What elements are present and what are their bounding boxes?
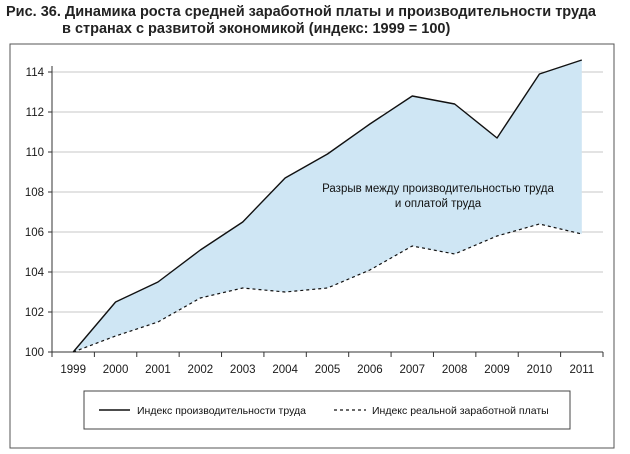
figure-title-line1: Рис. 36. Динамика роста средней заработн… xyxy=(6,4,596,20)
x-tick-label: 2000 xyxy=(103,364,129,376)
x-tick-label: 2004 xyxy=(272,364,298,376)
annotation-line2: и оплатой труда xyxy=(395,198,482,210)
x-tick-label: 2002 xyxy=(188,364,214,376)
annotation-line1: Разрыв между производительностью труда xyxy=(322,183,554,195)
y-tick-label: 112 xyxy=(26,107,44,119)
legend-label-productivity: Индекс производительности труда xyxy=(137,405,306,417)
figure-title-line2: в странах с развитой экономикой (индекс:… xyxy=(62,21,451,37)
y-tick-label: 114 xyxy=(26,67,45,79)
x-tick-label: 2003 xyxy=(230,364,256,376)
figure-title: Рис. 36. Динамика роста средней заработн… xyxy=(6,4,624,38)
y-tick-label: 102 xyxy=(25,307,44,319)
gap-annotation: Разрыв между производительностью труда и… xyxy=(322,183,554,210)
x-tick-label: 2007 xyxy=(399,364,425,376)
x-tick-label: 2001 xyxy=(145,364,171,376)
axes xyxy=(48,66,604,357)
y-tick-label: 104 xyxy=(25,267,45,279)
legend-label-wage: Индекс реальной заработной платы xyxy=(372,405,549,417)
series-line-productivity xyxy=(72,59,583,353)
x-tick-label: 2009 xyxy=(484,364,510,376)
y-tick-label: 110 xyxy=(26,147,44,159)
gap-area xyxy=(73,60,582,352)
legend: Индекс производительности труда Индекс р… xyxy=(83,390,571,430)
y-axis-tick-labels: 100 102 104 106 108 110 112 114 xyxy=(25,67,45,359)
x-tick-label: 2005 xyxy=(315,364,341,376)
x-axis-tick-labels: 1999 2000 2001 2002 2003 2004 2005 2006 2007 2008… xyxy=(60,364,594,376)
x-tick-label: 1999 xyxy=(60,364,86,376)
x-tick-label: 2006 xyxy=(357,364,383,376)
y-tick-label: 106 xyxy=(25,227,44,239)
legend-box xyxy=(83,390,571,430)
x-tick-label: 2011 xyxy=(569,364,594,376)
x-tick-label: 2010 xyxy=(527,364,553,376)
y-tick-label: 108 xyxy=(25,187,44,199)
series-line-wage xyxy=(72,223,582,353)
y-tick-label: 100 xyxy=(25,347,44,359)
x-tick-label: 2008 xyxy=(442,364,468,376)
